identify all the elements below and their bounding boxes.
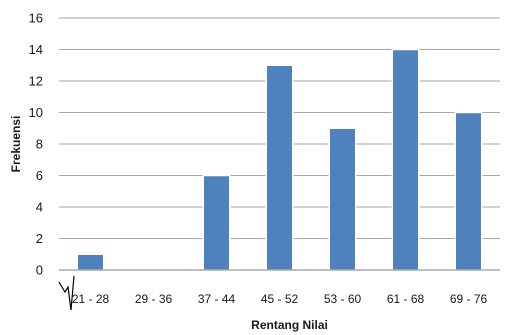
bar [265, 64, 294, 271]
bar [391, 48, 420, 271]
y-tick-label: 6 [36, 168, 43, 183]
y-tick-label: 16 [29, 11, 43, 26]
y-axis-title: Frekuensi [9, 116, 23, 173]
y-tick-label: 10 [29, 105, 43, 120]
y-tick-label: 12 [29, 74, 43, 89]
bar [328, 127, 357, 271]
x-tick-label: 69 - 76 [450, 292, 488, 306]
x-axis-title: Rentang Nilai [251, 318, 328, 332]
x-tick-label: 61 - 68 [387, 292, 425, 306]
x-tick-label: 53 - 60 [324, 292, 362, 306]
x-tick-label: 37 - 44 [198, 292, 236, 306]
x-axis-ticks: 21 - 28 29 - 36 37 - 44 45 - 52 53 - 60 61 - … [72, 292, 488, 306]
bar [202, 174, 231, 271]
y-tick-label: 14 [29, 42, 43, 57]
axis-break-mark [58, 275, 75, 311]
x-tick-label: 21 - 28 [72, 292, 110, 306]
y-tick-label: 8 [36, 137, 43, 152]
bars [76, 48, 483, 271]
y-axis-ticks: 0 2 4 6 8 10 12 14 16 [29, 11, 43, 278]
bar [454, 111, 483, 271]
y-tick-label: 4 [36, 200, 43, 215]
x-tick-label: 29 - 36 [135, 292, 173, 306]
y-tick-label: 2 [36, 231, 43, 246]
x-tick-label: 45 - 52 [261, 292, 299, 306]
y-tick-label: 0 [36, 263, 43, 278]
bar [76, 253, 105, 271]
